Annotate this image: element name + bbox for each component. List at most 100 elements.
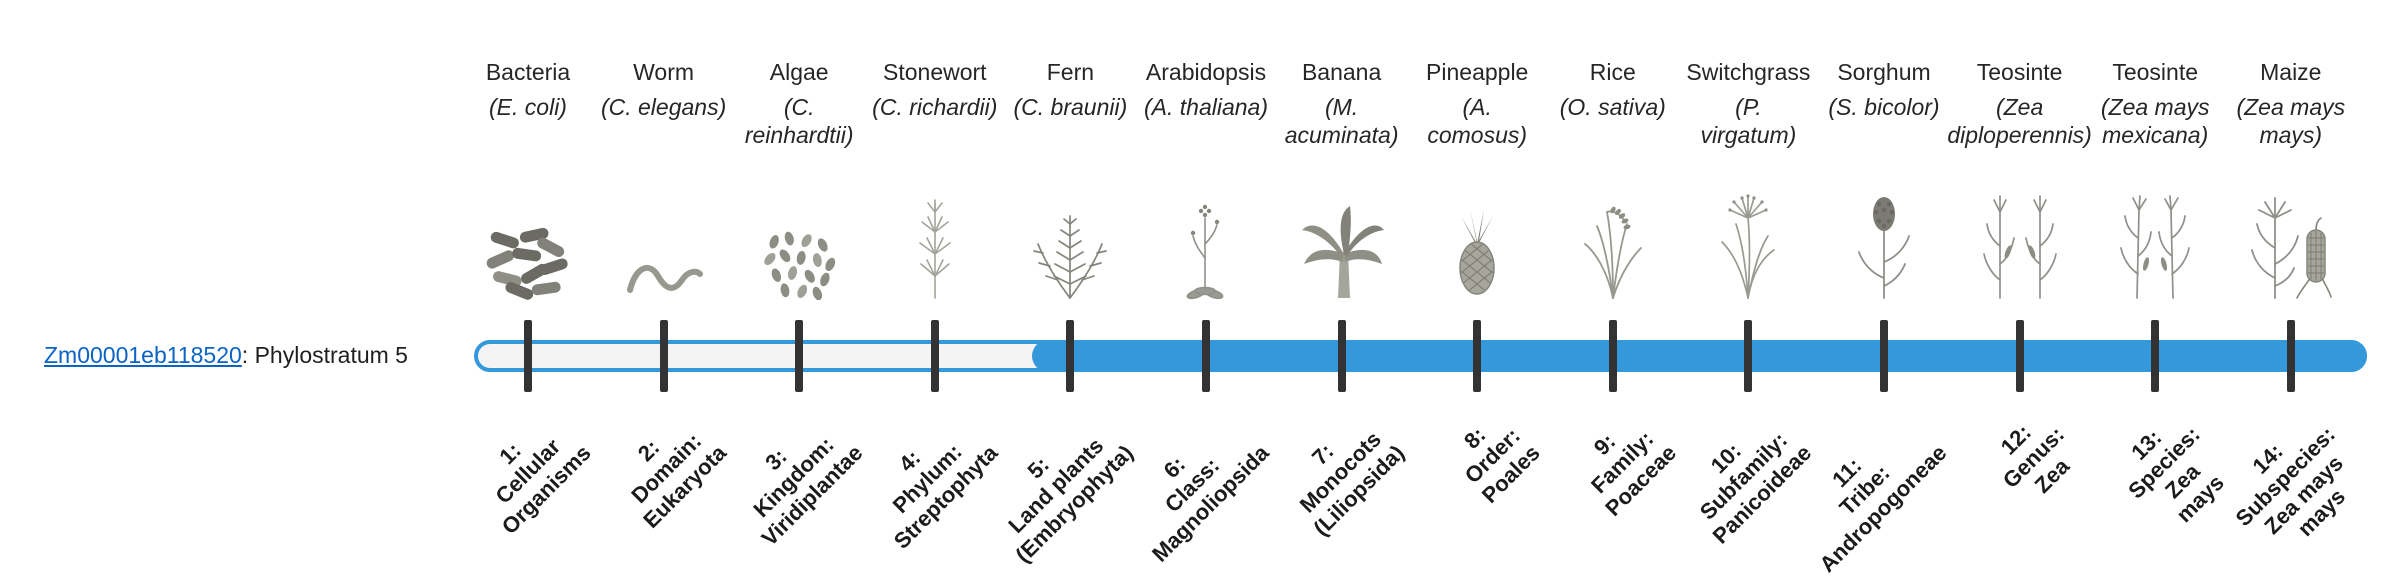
organism-icon [761,168,837,300]
phylostratum-label: 4: Phylum: Streptophyta [888,439,1003,554]
organism-common-name: Arabidopsis [1145,59,1267,85]
phylostratum-tick [659,320,668,392]
organism-icon [1710,168,1786,300]
organism-icon [2113,168,2197,300]
fern-icon [1033,215,1108,299]
phylostratum-tick [2151,320,2160,392]
organism-scientific-name: (Zea mays mays) [2236,93,2346,148]
organism-scientific-name: (P. virgatum) [1700,93,1797,148]
phylostratum-label: 1: Cellular Organisms [490,433,596,539]
organism-name-block: Stonewort (C. richardii) [872,58,997,121]
organism-scientific-name: (M. acuminata) [1284,93,1399,148]
organism-scientific-name: (S. bicolor) [1828,93,1940,120]
organism-icon [1577,168,1649,300]
phylostratum-label: 2: Domain: Eukaryota [626,428,732,533]
phylostratum-track [474,340,2367,372]
organism-icon [911,168,959,300]
phylostratum-label: 5: Land plants (Embryophyta) [1003,433,1138,568]
organism-icon [1028,168,1112,300]
organism-common-name: Sorghum [1837,59,1931,85]
organism-common-name: Rice [1589,59,1636,85]
gene-id-link[interactable]: Zm00001eb118520 [44,342,242,368]
organism-common-name: Maize [2260,59,2322,85]
organism-common-name: Stonewort [883,59,987,85]
organism-icon [624,168,704,300]
phylostratum-tick [2015,320,2024,392]
phylostratum-label: 6: Class: Magnoliopsida [1146,439,1274,567]
phylostratum-tick [1066,320,1075,392]
phylostratum-label: 9: Family: Poaceae [1585,426,1681,521]
organism-scientific-name: (A. thaliana) [1143,93,1269,120]
algae-icon [764,231,836,300]
organism-name-block: Sorghum (S. bicolor) [1828,58,1939,121]
phylostratum-tick [1202,320,1210,392]
organism-common-name: Banana [1301,59,1382,85]
organism-common-name: Worm [633,59,695,85]
organism-name-block: Bacteria (E. coli) [486,58,570,121]
organism-icon [1298,168,1386,300]
organism-common-name: Teosinte [2112,59,2199,85]
rice-icon [1583,206,1642,299]
sorghum-icon [1858,197,1910,299]
organism-icon [1449,168,1505,300]
phylostratum-label: 13: Species: Zea mays [2123,421,2229,528]
organism-common-name: Pineapple [1426,59,1529,85]
organism-icon [1978,168,2062,300]
organism-name-block: Arabidopsis (A. thaliana) [1144,58,1268,121]
organism-common-name: Teosinte [1976,59,2063,85]
organism-name-block: Algae (C. reinhardtii) [745,58,854,149]
bacteria-icon [486,227,568,300]
organism-scientific-name: (E. coli) [489,93,567,120]
banana-icon [1301,206,1384,298]
teosinte-diploperennis-icon [1982,195,2057,299]
organism-common-name: Algae [769,59,829,85]
pineapple-icon [1459,209,1495,295]
phylostratum-label: 11: Tribe: Andropogoneae [1814,439,1952,577]
organism-scientific-name: (Zea mays mexicana) [2100,93,2210,148]
organism-icon [2247,168,2335,300]
organism-icon [1180,168,1232,300]
phylostratum-tick [1337,320,1346,392]
organism-scientific-name: (C. elegans) [600,93,727,120]
phylostratum-label: 8: Order: Poales [1459,422,1545,508]
stonewort-icon [918,199,951,299]
phylostratum-label: 12: Genus: Zea [1995,419,2074,498]
phylostratum-label: 3: Kingdom: Viridiplantae [748,432,867,551]
phylostratum-tick [1473,320,1482,392]
phylostratum-tick [1880,320,1888,392]
phylostratum-tick [2286,320,2295,392]
gene-label: Zm00001eb118520: Phylostratum 5 [44,342,408,369]
switchgrass-icon [1721,194,1776,299]
organism-name-block: Teosinte (Zea diploperennis) [1947,58,2091,149]
organism-icon [1853,168,1915,300]
organism-scientific-name: (A. comosus) [1427,93,1528,148]
organism-common-name: Switchgrass [1686,59,1811,85]
organism-name-block: Banana (M. acuminata) [1285,58,1399,149]
organism-scientific-name: (C. braunii) [1013,93,1128,120]
arabidopsis-icon [1186,204,1224,300]
phylostratum-tick [1608,320,1617,392]
organism-name-block: Pineapple (A. comosus) [1426,58,1528,149]
teosinte-mexicana-icon [2120,195,2191,299]
phylostratum-tick [795,320,804,392]
maize-icon [2250,197,2332,299]
organism-name-block: Fern (C. braunii) [1014,58,1128,121]
organism-name-block: Switchgrass (P. virgatum) [1686,58,1810,149]
phylostratum-tick [524,320,532,392]
phylostratum-fill-bar [1032,340,2367,372]
organism-common-name: Fern [1046,59,1095,85]
organism-name-block: Rice (O. sativa) [1560,58,1666,121]
organism-scientific-name: (C. richardii) [872,93,998,120]
organism-name-block: Maize (Zea mays mays) [2236,58,2345,149]
phylostratum-label: 14: Subspecies: Zea mays mays [2231,421,2351,542]
organism-scientific-name: (O. sativa) [1559,93,1666,120]
organism-name-block: Worm (C. elegans) [601,58,726,121]
phylostratum-tick [930,320,939,392]
gene-phylostratum-text: : Phylostratum 5 [241,342,408,368]
organism-scientific-name: (Zea diploperennis) [1947,93,2092,148]
organism-name-block: Teosinte (Zea mays mexicana) [2101,58,2210,149]
organism-icon [483,168,573,300]
phylostratum-label: 7: Monocots (Liliopsida) [1295,426,1410,541]
organism-scientific-name: (C. reinhardtii) [744,93,854,148]
